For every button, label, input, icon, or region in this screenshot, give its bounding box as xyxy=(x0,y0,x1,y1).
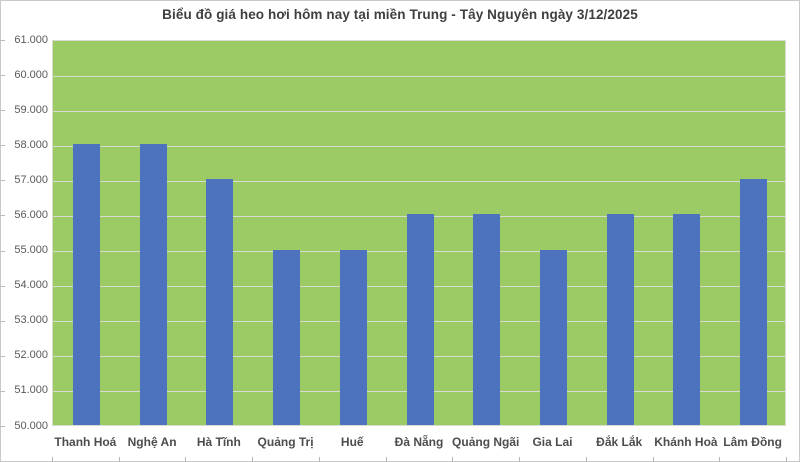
y-axis-tick-mark xyxy=(0,426,5,427)
bar xyxy=(673,214,701,425)
gridline xyxy=(53,75,785,77)
x-axis-tick-mark xyxy=(318,457,320,462)
y-axis-tick-label: 60.000 xyxy=(14,68,48,81)
y-axis-tick-label: 51.000 xyxy=(14,384,48,397)
x-axis-tick-mark xyxy=(385,457,387,462)
x-axis-tick-mark xyxy=(585,457,587,462)
x-axis-tick-mark xyxy=(118,457,120,462)
y-axis-tick-label: 53.000 xyxy=(14,314,48,327)
x-axis-tick-mark xyxy=(452,457,454,462)
x-axis-tick-label: Thanh Hoá xyxy=(54,435,117,449)
y-axis-tick-mark xyxy=(0,145,5,147)
x-axis-tick-mark xyxy=(52,457,53,462)
y-axis-tick-label: 59.000 xyxy=(14,103,48,116)
y-axis-tick-mark xyxy=(0,215,5,217)
y-axis-tick-mark xyxy=(0,285,5,287)
x-axis-tick-label: Hà Tĩnh xyxy=(196,435,241,449)
x-axis-tick-label: Lâm Đồng xyxy=(723,435,782,449)
x-axis-tick-label: Khánh Hoà xyxy=(654,435,718,449)
chart-title: Biểu đồ giá heo hơi hôm nay tại miền Tru… xyxy=(162,7,638,22)
y-axis-tick-mark xyxy=(0,250,5,252)
x-axis-tick-label: Đà Nẵng xyxy=(394,435,444,449)
bar xyxy=(139,144,167,425)
y-axis-tick-label: 57.000 xyxy=(14,173,48,186)
y-axis-tick-mark xyxy=(0,390,5,392)
x-axis-tick-mark xyxy=(652,457,654,462)
x-axis-tick-label: Quảng Ngãi xyxy=(452,435,520,449)
bar xyxy=(72,144,100,425)
y-axis-tick-mark xyxy=(0,355,5,357)
bar xyxy=(473,214,501,425)
y-axis-tick-label: 61.000 xyxy=(14,33,48,46)
gridline xyxy=(53,110,785,112)
y-axis-tick-label: 56.000 xyxy=(14,208,48,221)
y-axis-tick-mark xyxy=(0,180,5,182)
x-axis-tick-mark xyxy=(252,457,254,462)
plot-area xyxy=(52,40,786,426)
bar xyxy=(606,214,634,425)
x-axis-tick-mark xyxy=(786,457,787,462)
y-axis-tick-label: 50.000 xyxy=(14,419,48,432)
y-axis-tick-mark xyxy=(0,75,5,77)
x-axis-tick-label: Gia Lai xyxy=(532,435,573,449)
bar xyxy=(206,179,234,425)
y-axis-tick-mark xyxy=(0,110,5,112)
y-axis-tick-label: 54.000 xyxy=(14,279,48,292)
bar xyxy=(273,249,301,425)
x-axis-tick-label: Quảng Trị xyxy=(257,435,314,449)
bar xyxy=(406,214,434,425)
x-axis-tick-label: Đắk Lắk xyxy=(596,435,643,449)
y-axis-tick-mark xyxy=(0,320,5,322)
gridline xyxy=(53,180,785,182)
y-axis-tick-label: 52.000 xyxy=(14,349,48,362)
y-axis-tick-mark xyxy=(0,40,5,41)
x-axis-tick-mark xyxy=(185,457,187,462)
bar xyxy=(740,179,768,425)
x-axis-tick-label: Huế xyxy=(340,435,364,449)
y-axis-tick-label: 55.000 xyxy=(14,244,48,257)
x-axis-tick-mark xyxy=(519,457,521,462)
x-axis-tick-label: Nghệ An xyxy=(127,435,177,449)
gridline xyxy=(53,145,785,147)
y-axis-tick-label: 58.000 xyxy=(14,138,48,151)
bar xyxy=(539,249,567,425)
bar xyxy=(339,249,367,425)
x-axis-tick-mark xyxy=(719,457,721,462)
